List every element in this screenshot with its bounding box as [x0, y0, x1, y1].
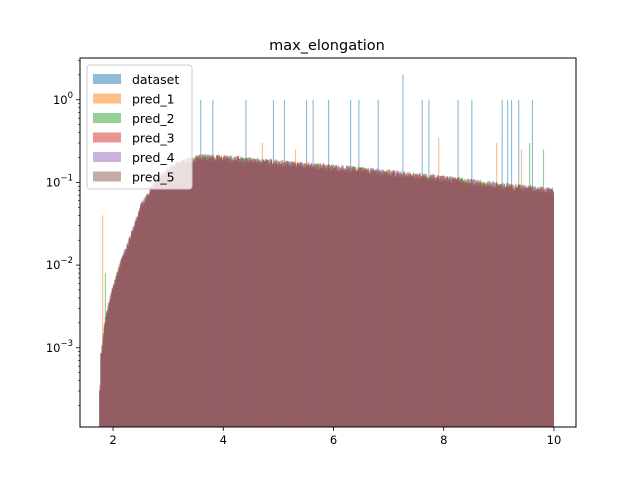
chart-title: max_elongation [269, 38, 385, 54]
legend-label-pred_2: pred_2 [132, 111, 175, 126]
spike-bar-pred_1-0 [102, 215, 104, 427]
legend-label-pred_5: pred_5 [132, 170, 175, 185]
legend-label-pred_1: pred_1 [132, 92, 175, 107]
y-tick-label: 100 [53, 91, 73, 107]
legend-swatch-pred_4 [93, 152, 121, 162]
plot-frame [79, 57, 577, 428]
y-tick-label: 10−2 [46, 256, 73, 272]
y-axis: 10−3 10−2 10−1 100 [46, 60, 80, 406]
legend-swatch-pred_5 [93, 171, 121, 182]
x-tick-label: 10 [547, 433, 562, 447]
histogram-bars [99, 74, 554, 428]
legend-label-pred_3: pred_3 [132, 131, 175, 146]
legend-swatch-pred_2 [93, 113, 121, 123]
legend-swatch-dataset [93, 74, 121, 84]
series-pred_5 [99, 153, 554, 427]
x-axis: 2 4 6 8 10 [109, 427, 561, 447]
y-tick-label: 10−1 [46, 173, 73, 189]
legend-label-dataset: dataset [132, 72, 179, 87]
x-tick-label: 8 [440, 433, 447, 447]
x-tick-label: 2 [109, 433, 116, 447]
legend-swatch-pred_3 [93, 132, 121, 143]
legend: dataset pred_1 pred_2 pred_3 pred_4 pred_5 [86, 64, 193, 190]
legend-label-pred_4: pred_4 [132, 150, 175, 165]
x-tick-label: 6 [330, 433, 337, 447]
x-tick-label: 4 [220, 433, 227, 447]
series-bars-pred_5 [99, 153, 554, 427]
legend-swatch-pred_1 [93, 93, 121, 104]
y-tick-label: 10−3 [46, 339, 73, 355]
